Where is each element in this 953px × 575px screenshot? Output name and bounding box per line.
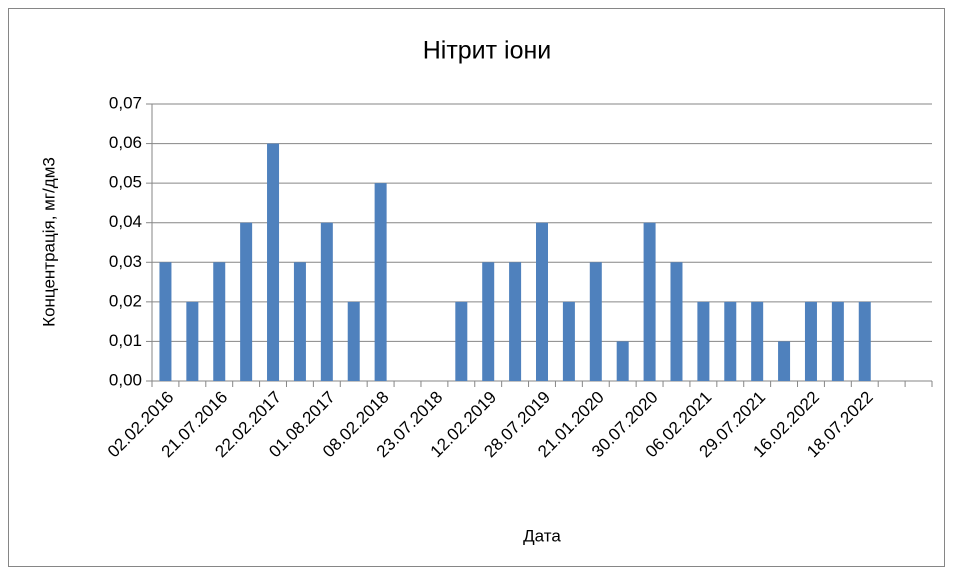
y-axis-label: Концентрація, мг/дм3 bbox=[39, 157, 58, 327]
bar bbox=[186, 301, 199, 381]
bar bbox=[616, 341, 629, 381]
bar bbox=[536, 222, 548, 381]
bar bbox=[804, 301, 817, 381]
bar bbox=[374, 183, 387, 381]
bar bbox=[562, 301, 575, 381]
bar bbox=[697, 301, 710, 381]
bar bbox=[213, 262, 226, 381]
bar bbox=[778, 341, 791, 381]
x-axis-label: Дата bbox=[523, 526, 561, 545]
bar bbox=[831, 301, 844, 381]
bar bbox=[347, 301, 360, 381]
bar bbox=[267, 143, 280, 381]
bar bbox=[240, 222, 253, 381]
y-tick-label: 0,00 bbox=[109, 370, 142, 389]
bar bbox=[670, 262, 683, 381]
bar bbox=[724, 301, 737, 381]
bar bbox=[643, 222, 656, 381]
bar bbox=[293, 262, 306, 381]
bar bbox=[482, 262, 495, 381]
y-tick-label: 0,05 bbox=[109, 173, 142, 192]
y-tick-label: 0,03 bbox=[109, 252, 142, 271]
y-tick-label: 0,06 bbox=[109, 133, 142, 152]
y-tick-label: 0,04 bbox=[109, 212, 142, 231]
bar bbox=[589, 262, 602, 381]
bar bbox=[858, 301, 871, 381]
bar bbox=[509, 262, 522, 381]
bar bbox=[751, 301, 764, 381]
bar bbox=[455, 301, 468, 381]
chart-title: Нітрит іони bbox=[423, 37, 552, 65]
chart-border bbox=[8, 8, 945, 567]
y-tick-label: 0,01 bbox=[109, 331, 142, 350]
y-tick-label: 0,02 bbox=[109, 291, 142, 310]
bar bbox=[159, 262, 172, 381]
bar bbox=[320, 222, 333, 381]
y-tick-label: 0,07 bbox=[109, 93, 142, 112]
